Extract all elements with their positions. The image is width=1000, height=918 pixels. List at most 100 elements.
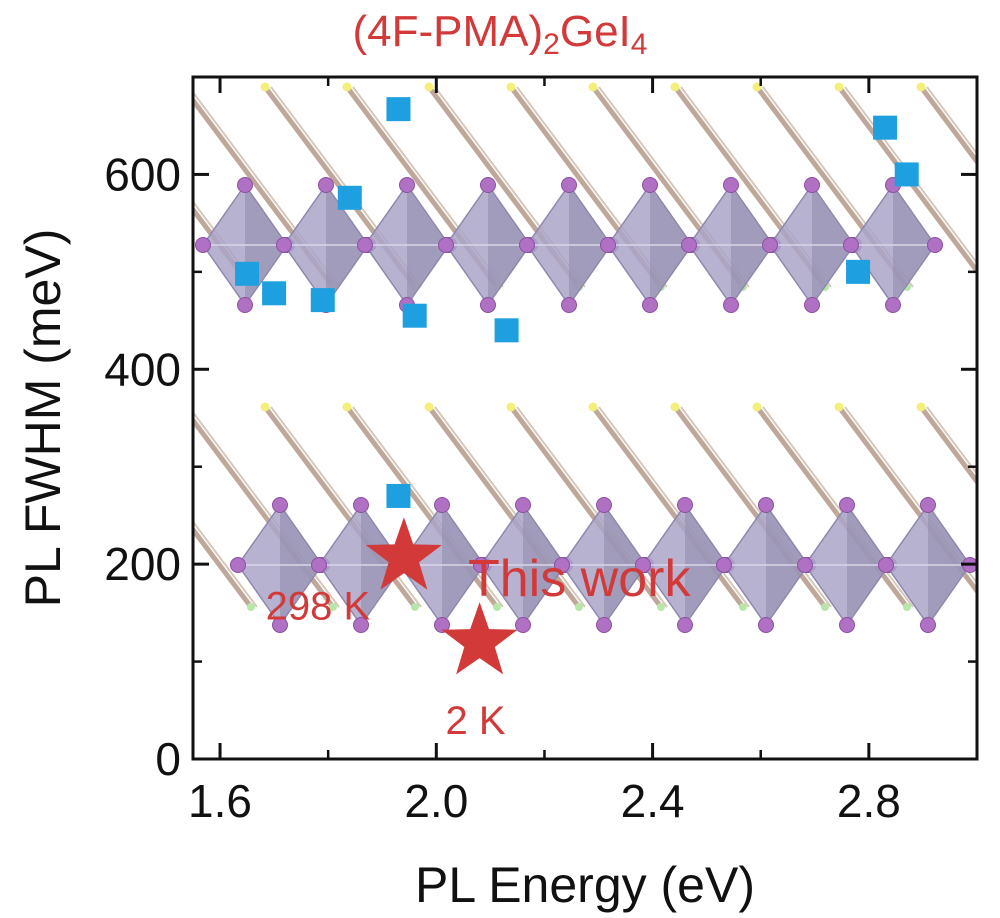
molecule-bond (516, 406, 668, 608)
molecule-bond (598, 406, 750, 608)
iodine-atom (434, 617, 450, 633)
iodine-atom (677, 497, 693, 513)
square-marker (235, 261, 260, 286)
y-tick-label: 600 (104, 148, 181, 200)
star-point-label: 298 K (266, 584, 371, 628)
iodine-atom (480, 177, 496, 193)
fluorine-atom (260, 82, 270, 92)
nitrogen-atom (411, 603, 419, 611)
square-marker (894, 162, 919, 187)
nitrogen-atom (985, 283, 993, 291)
iodine-atom (318, 177, 334, 193)
nitrogen-atom (903, 603, 911, 611)
iodine-atom (797, 557, 813, 573)
chart-title-sub-1: 2 (543, 28, 560, 61)
molecule-chain (834, 82, 993, 291)
iodine-atom (237, 177, 253, 193)
iodine-atom (762, 237, 778, 253)
molecule-bond (918, 404, 977, 486)
square-marker (262, 281, 287, 306)
x-tick-label: 2.4 (621, 775, 685, 827)
this-work-annotation: This work (468, 550, 691, 608)
y-tick-label: 0 (155, 733, 181, 785)
iodine-atom (596, 617, 612, 633)
iodine-atom (438, 237, 454, 253)
fluorine-atom (179, 83, 188, 92)
iodine-atom (716, 557, 732, 573)
iodine-atom (311, 557, 327, 573)
iodine-atom (723, 297, 739, 313)
iodine-atom (434, 497, 450, 513)
x-tick-label: 2.0 (404, 775, 468, 827)
iodine-atom (480, 297, 496, 313)
fluorine-atom (752, 402, 762, 412)
nitrogen-atom (821, 603, 829, 611)
chart-title-prefix: (4F-PMA) (352, 7, 544, 56)
square-marker (386, 483, 411, 508)
nitrogen-atom (985, 603, 993, 611)
axis-ticks (193, 77, 977, 761)
fluorine-atom (342, 402, 352, 412)
iodine-atom (642, 177, 658, 193)
nitrogen-atom (83, 283, 91, 291)
star-point-label: 2 K (446, 699, 506, 743)
nitrogen-atom (329, 603, 337, 611)
fluorine-atom (179, 403, 188, 412)
molecule-chain (193, 520, 258, 611)
nitrogen-atom (739, 603, 747, 611)
star-marker (441, 602, 518, 675)
iodine-atom (920, 617, 936, 633)
fluorine-atom (588, 402, 598, 412)
iodine-atom (357, 237, 373, 253)
fluorine-atom (260, 402, 270, 412)
octahedron (843, 177, 943, 313)
fluorine-atom (97, 83, 106, 92)
octahedron (716, 497, 816, 633)
fluorine-atom (834, 82, 844, 92)
chart-title-mid: GeI (559, 7, 631, 56)
octahedron (554, 497, 654, 633)
iodine-atom (878, 557, 894, 573)
fluorine-atom (916, 402, 926, 412)
y-axis-title: PL FWHM (meV) (15, 229, 71, 608)
nitrogen-atom (575, 603, 583, 611)
molecule-chain (916, 402, 977, 486)
fluorine-atom (424, 82, 434, 92)
iodine-atom (237, 297, 253, 313)
iodine-atom (920, 497, 936, 513)
fluorine-atom (670, 402, 680, 412)
iodine-atom (561, 297, 577, 313)
iodine-atom (519, 237, 535, 253)
iodine-atom (596, 497, 612, 513)
fluorine-atom (342, 82, 352, 92)
x-tick-label: 2.8 (837, 775, 901, 827)
square-marker (846, 259, 871, 284)
iodine-atom (399, 177, 415, 193)
octahedron (635, 497, 735, 633)
chart-title-sub-2: 4 (630, 28, 648, 61)
axis-tick-labels: 1.6 2.0 2.4 2.8 0 200 400 600 (104, 148, 901, 827)
square-marker (337, 185, 362, 210)
octahedron (681, 177, 781, 313)
iodine-atom (353, 617, 369, 633)
iodine-atom (843, 237, 859, 253)
fluorine-atom (834, 402, 844, 412)
molecule-bond (926, 86, 977, 156)
molecule-bond (926, 406, 977, 476)
square-marker (873, 115, 898, 140)
iodine-atom (353, 497, 369, 513)
iodine-atom (839, 617, 855, 633)
molecule-bond (762, 406, 914, 608)
plot-frame (191, 75, 979, 761)
nitrogen-atom (83, 603, 91, 611)
iodine-atom (272, 617, 288, 633)
nitrogen-atom (165, 283, 173, 291)
iodine-atom (561, 177, 577, 193)
iodine-atom (554, 557, 570, 573)
nitrogen-atom (165, 603, 173, 611)
chart-title: (4F-PMA)2GeI4 (0, 2, 1000, 75)
octahedron (519, 177, 619, 313)
fluorine-atom (506, 82, 516, 92)
